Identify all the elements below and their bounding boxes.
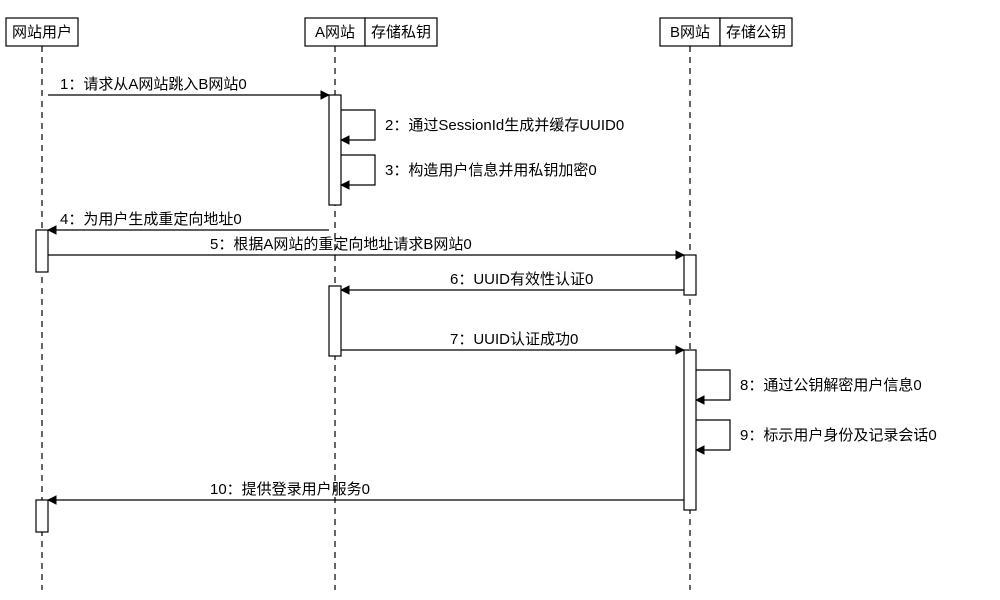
self-message-3: [341, 155, 375, 185]
lifeline-attach-label: 存储公钥: [726, 24, 786, 41]
self-message-2: [341, 110, 375, 140]
lifeline-attach-label: 存储私钥: [371, 24, 431, 41]
message-label: 10：提供登录用户服务0: [210, 481, 370, 498]
message-label: 3：构造用户信息并用私钥加密0: [385, 162, 597, 179]
activation-siteA: [329, 286, 341, 356]
message-label: 8：通过公钥解密用户信息0: [740, 377, 922, 394]
self-message-9: [696, 420, 730, 450]
activation-siteB: [684, 255, 696, 295]
lifeline-label: A网站: [315, 24, 355, 41]
lifeline-label: 网站用户: [12, 24, 72, 41]
lifeline-label: B网站: [670, 24, 710, 41]
message-label: 6：UUID有效性认证0: [450, 271, 593, 288]
message-label: 4：为用户生成重定向地址0: [60, 211, 242, 228]
message-label: 1：请求从A网站跳入B网站0: [60, 76, 247, 93]
activation-siteA: [329, 95, 341, 205]
activation-user: [36, 500, 48, 532]
activation-user: [36, 230, 48, 272]
message-label: 7：UUID认证成功0: [450, 331, 578, 348]
sequence-diagram: 网站用户 A网站存储私钥 B网站存储公钥 1：请求从A网站跳入B网站0 2：通过Sess…: [0, 0, 1000, 600]
message-label: 5：根据A网站的重定向地址请求B网站0: [210, 236, 472, 253]
message-label: 9：标示用户身份及记录会话0: [740, 427, 937, 444]
message-label: 2：通过SessionId生成并缓存UUID0: [385, 117, 624, 134]
activation-siteB: [684, 350, 696, 510]
self-message-8: [696, 370, 730, 400]
